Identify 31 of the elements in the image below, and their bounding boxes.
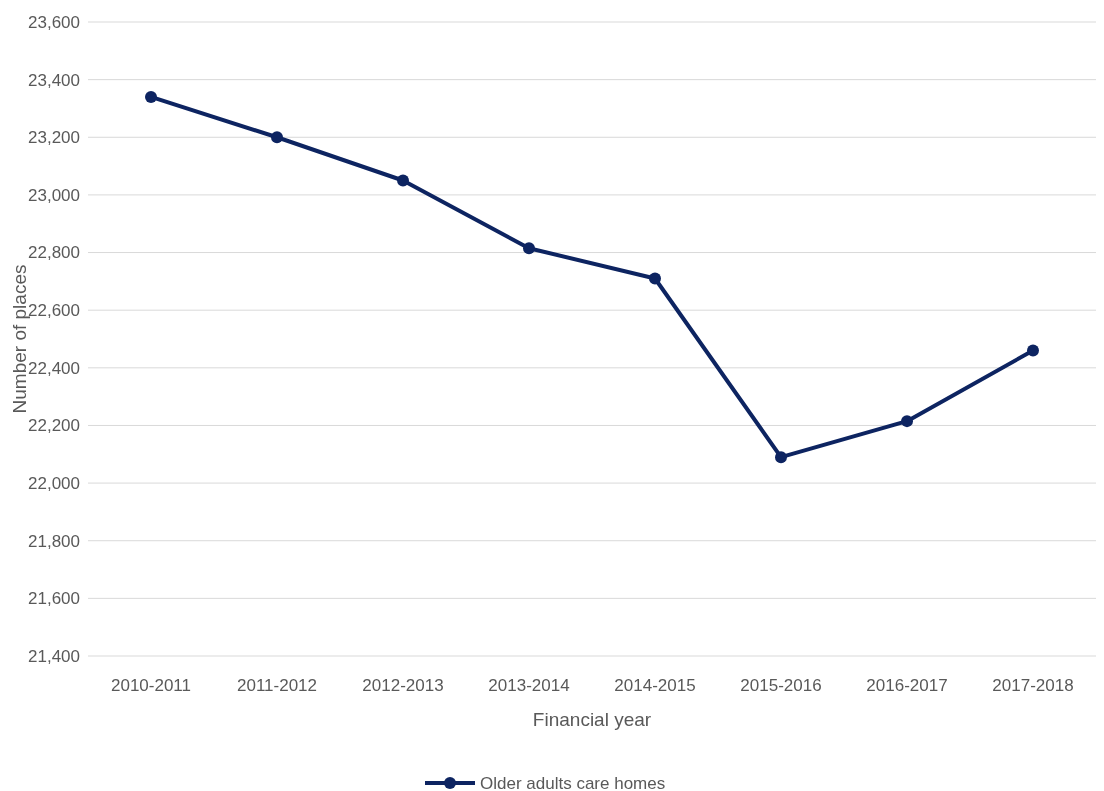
x-tick-label: 2012-2013 <box>362 676 444 695</box>
y-tick-label: 22,400 <box>28 358 80 378</box>
y-tick-label: 21,800 <box>28 531 80 551</box>
y-tick-label: 21,600 <box>28 589 80 609</box>
x-tick-label: 2016-2017 <box>866 676 948 695</box>
x-tick-label: 2011-2012 <box>236 676 318 695</box>
point <box>145 90 157 103</box>
point <box>271 131 283 144</box>
y-tick-label: 23,600 <box>28 12 80 32</box>
point <box>775 451 787 464</box>
point <box>901 415 913 428</box>
y-tick-label: 22,000 <box>28 474 80 494</box>
y-tick-label: 23,000 <box>28 185 80 205</box>
y-tick-label: 21,400 <box>28 646 80 666</box>
y-axis-title: Number of places <box>9 264 30 414</box>
x-tick-label: 2013-2014 <box>488 676 570 695</box>
x-tick-label: 2015-2016 <box>740 676 822 695</box>
point <box>649 272 661 285</box>
point <box>523 242 535 255</box>
legend-label: Older adults care homes <box>480 773 666 791</box>
y-tick-label: 22,600 <box>28 301 80 321</box>
y-tick-label: 23,400 <box>28 70 80 90</box>
y-tick-label: 22,200 <box>28 416 80 436</box>
point <box>1027 344 1039 357</box>
x-tick-label: 2014-2015 <box>614 676 696 695</box>
x-tick-label: 2010-2011 <box>110 676 192 695</box>
y-tick-label: 23,200 <box>28 128 80 148</box>
y-tick-label: 22,800 <box>28 243 80 263</box>
x-tick-label: 2017-2018 <box>992 676 1074 695</box>
point <box>397 174 409 187</box>
x-axis-title: Financial year <box>532 709 652 730</box>
